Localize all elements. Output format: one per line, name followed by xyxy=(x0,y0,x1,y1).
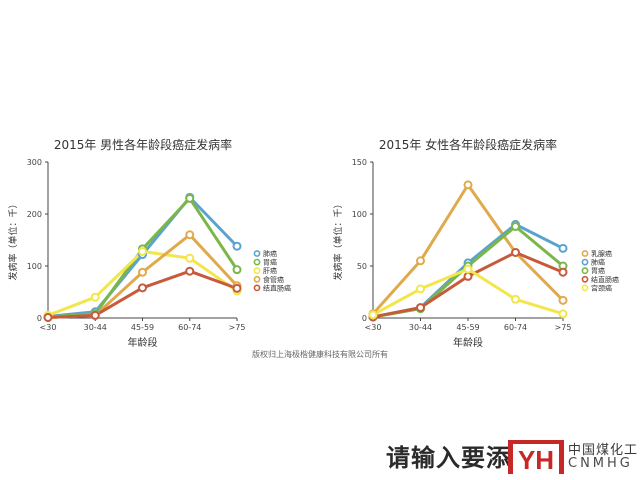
male-legend-label: 结直肠癌 xyxy=(263,283,291,292)
female-x-tick-label: >75 xyxy=(555,323,572,332)
male-data-point xyxy=(90,292,100,302)
male-x-tick-label: >75 xyxy=(229,323,246,332)
male-data-point xyxy=(185,193,195,203)
female-data-point xyxy=(511,221,520,231)
female-chart: 2015年 女性各年龄段癌症发病率 0 50 100 150 <30 30-44 45-59 6… xyxy=(332,137,619,349)
male-y-tick-label: 300 xyxy=(27,158,42,167)
female-data-point xyxy=(463,271,473,281)
female-chart-title: 2015年 女性各年龄段癌症发病率 xyxy=(379,137,557,152)
female-x-tick-label: 30-44 xyxy=(409,323,432,332)
female-y-tick-label: 150 xyxy=(352,158,367,167)
female-legend-marker xyxy=(581,275,589,283)
female-data-point xyxy=(558,243,568,253)
female-data-point xyxy=(558,309,568,319)
female-data-point xyxy=(511,247,520,257)
female-legend-label: 胃癌 xyxy=(591,266,605,275)
female-data-point xyxy=(416,256,425,266)
male-y-axis-label: 发病率（单位：千） xyxy=(7,199,19,280)
male-data-point xyxy=(43,312,53,322)
female-y-tick-label: 0 xyxy=(362,314,367,323)
male-legend-marker xyxy=(253,250,261,257)
female-data-point xyxy=(511,294,520,304)
female-legend-marker xyxy=(581,258,589,266)
female-data-point xyxy=(558,295,568,305)
female-y-tick-label: 100 xyxy=(352,210,367,219)
female-legend-marker xyxy=(581,250,589,257)
male-y-tick-label: 200 xyxy=(27,210,42,219)
female-data-point xyxy=(416,284,425,294)
male-legend-label: 肝癌 xyxy=(263,266,277,275)
male-data-point xyxy=(185,253,195,263)
watermark-logo-icon: YH xyxy=(508,440,564,475)
male-data-point xyxy=(185,230,195,240)
male-chart-title: 2015年 男性各年龄段癌症发病率 xyxy=(54,137,232,152)
male-legend-label: 肺癌 xyxy=(263,249,277,258)
female-y-tick-label: 50 xyxy=(357,262,367,271)
male-series-line xyxy=(46,269,239,319)
male-data-point xyxy=(185,266,195,276)
female-legend-marker xyxy=(581,284,589,292)
female-y-axis-label: 发病率（单位：千） xyxy=(332,199,344,280)
male-x-tick-label: 30-44 xyxy=(84,323,107,332)
male-legend-marker xyxy=(253,267,261,275)
male-legend-marker xyxy=(253,258,261,266)
female-legend-label: 肺癌 xyxy=(591,258,605,267)
female-series-line xyxy=(371,183,565,316)
female-x-tick-label: 60-74 xyxy=(504,323,527,332)
female-legend-label: 乳腺癌 xyxy=(591,249,612,258)
female-data-point xyxy=(416,303,425,313)
male-y-tick-label: 0 xyxy=(37,314,42,323)
female-legend-label: 宫颈癌 xyxy=(591,283,612,292)
male-x-axis-label: 年龄段 xyxy=(128,336,158,349)
female-x-tick-label: 45-59 xyxy=(456,323,479,332)
male-y-tick-label: 100 xyxy=(27,262,42,271)
male-data-point xyxy=(232,283,242,293)
copyright-notice: 版权归上海极楷健康科技有限公司所有 xyxy=(252,350,388,359)
caption-placeholder-text: 请输入要添 xyxy=(386,443,511,472)
male-legend-label: 胃癌 xyxy=(263,258,277,267)
female-legend-marker xyxy=(581,267,589,275)
male-x-tick-label: 45-59 xyxy=(131,323,154,332)
male-chart: 2015年 男性各年龄段癌症发病率 0 100 200 300 <30 30-44 45-59… xyxy=(7,137,291,349)
watermark: YH 中国煤化工 CNMHG xyxy=(506,436,640,476)
female-data-point xyxy=(368,310,378,320)
female-data-point xyxy=(463,180,473,190)
male-x-tick-label: 60-74 xyxy=(178,323,201,332)
female-data-point xyxy=(463,264,473,274)
male-data-point xyxy=(138,283,147,293)
watermark-en-text: CNMHG xyxy=(568,456,633,471)
male-data-point xyxy=(138,267,147,277)
male-data-point xyxy=(232,265,242,275)
male-legend-marker xyxy=(253,284,261,292)
male-data-point xyxy=(90,310,100,320)
male-legend-marker xyxy=(253,275,261,283)
female-x-axis-label: 年龄段 xyxy=(453,336,483,349)
watermark-logo-text: YH xyxy=(518,445,554,475)
female-x-tick-label: <30 xyxy=(365,323,382,332)
watermark-cn-text: 中国煤化工 xyxy=(568,443,639,458)
female-legend-label: 结直肠癌 xyxy=(591,275,619,284)
male-x-tick-label: <30 xyxy=(40,323,57,332)
male-data-point xyxy=(138,246,147,256)
male-legend-label: 食管癌 xyxy=(263,275,284,284)
male-data-point xyxy=(232,241,242,251)
female-data-point xyxy=(558,267,568,277)
